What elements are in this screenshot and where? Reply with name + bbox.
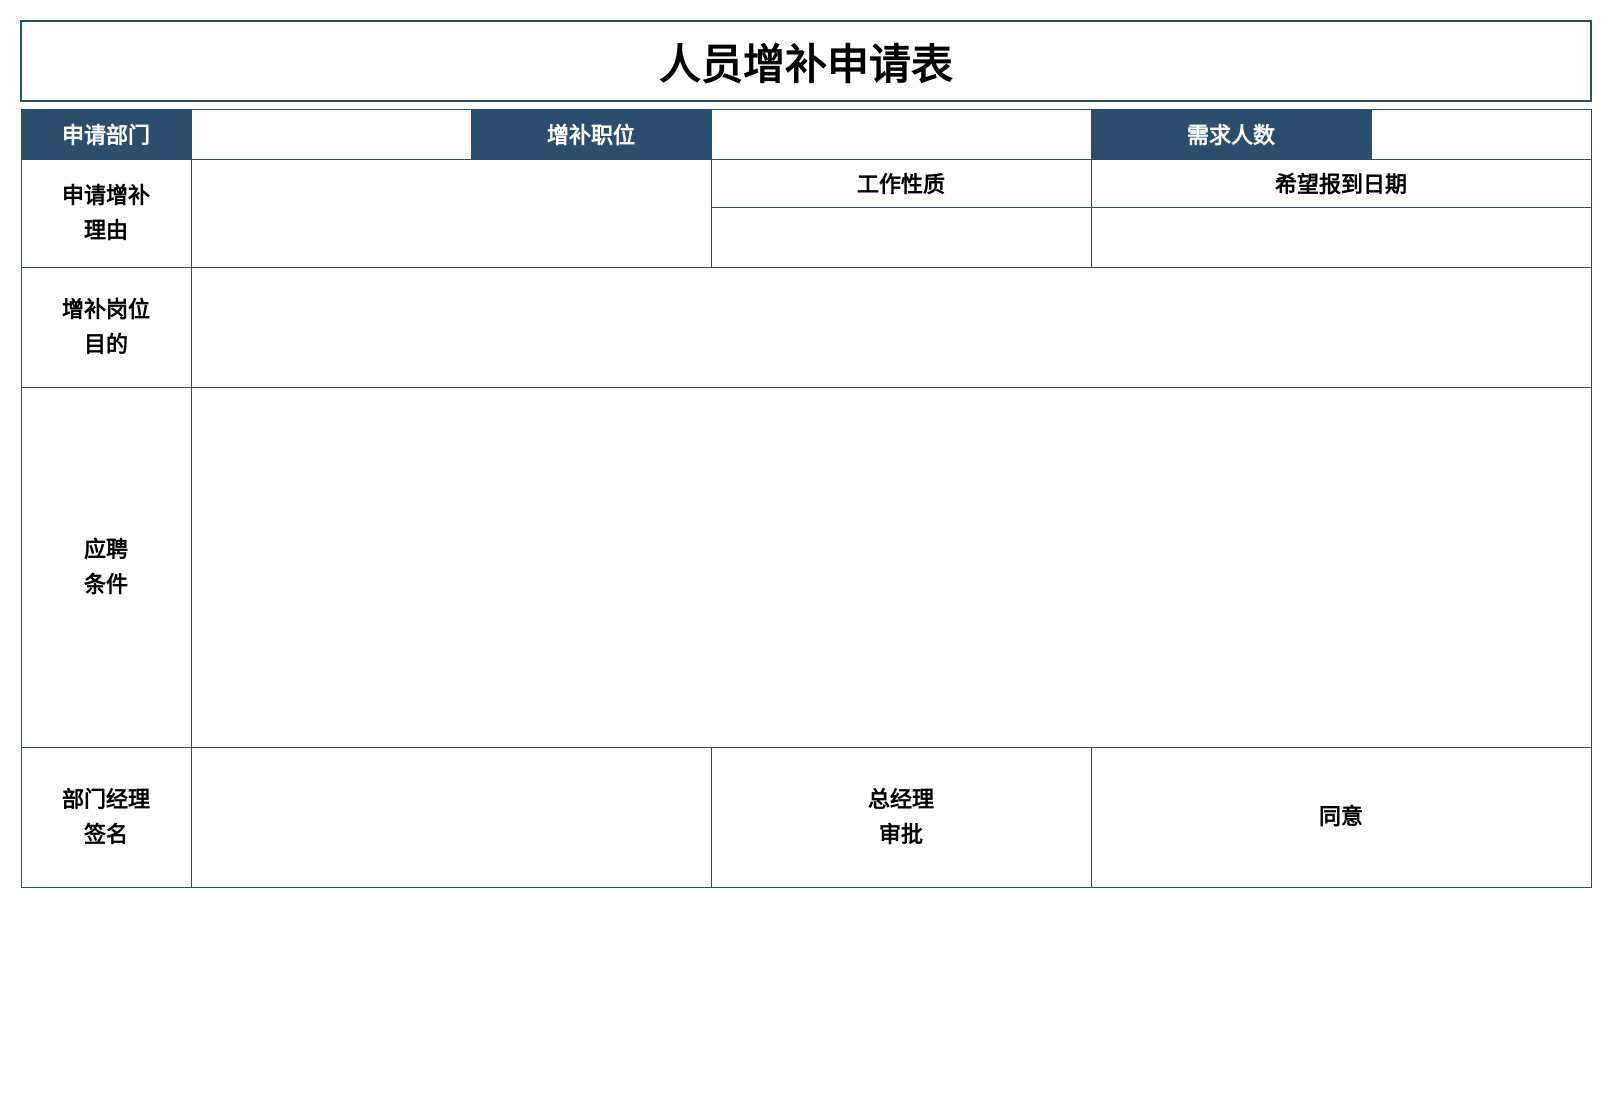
conditions-label-line1: 应聘 (84, 537, 128, 562)
purpose-row: 增补岗位 目的 (21, 267, 1591, 387)
dept-manager-label: 部门经理 签名 (21, 747, 191, 887)
expected-date-label: 希望报到日期 (1091, 159, 1591, 207)
conditions-input[interactable] (191, 387, 1591, 747)
purpose-input[interactable] (191, 267, 1591, 387)
application-form-table: 人员增补申请表 申请部门 增补职位 需求人数 申请增补 理由 工作性质 希望报到… (20, 20, 1592, 888)
dept-manager-label-line2: 签名 (84, 822, 128, 847)
gm-approval-label: 总经理 审批 (711, 747, 1091, 887)
form-title: 人员增补申请表 (21, 21, 1591, 101)
reason-label: 申请增补 理由 (21, 159, 191, 267)
spacer (21, 101, 1591, 109)
gm-label-line1: 总经理 (868, 787, 934, 812)
dept-manager-label-line1: 部门经理 (62, 787, 150, 812)
form-container: 人员增补申请表 申请部门 增补职位 需求人数 申请增补 理由 工作性质 希望报到… (20, 20, 1590, 888)
purpose-label-line1: 增补岗位 (62, 297, 150, 322)
signature-row: 部门经理 签名 总经理 审批 同意 (21, 747, 1591, 887)
headcount-label: 需求人数 (1091, 109, 1371, 159)
reason-label-line1: 申请增补 (62, 183, 150, 208)
department-label: 申请部门 (21, 109, 191, 159)
dept-manager-signature-input[interactable] (191, 747, 711, 887)
gm-label-line2: 审批 (879, 822, 923, 847)
work-nature-input[interactable] (711, 207, 1091, 267)
conditions-label: 应聘 条件 (21, 387, 191, 747)
position-input[interactable] (711, 109, 1091, 159)
reason-row-1: 申请增补 理由 工作性质 希望报到日期 (21, 159, 1591, 207)
purpose-label-line2: 目的 (84, 332, 128, 357)
purpose-label: 增补岗位 目的 (21, 267, 191, 387)
work-nature-label: 工作性质 (711, 159, 1091, 207)
gm-approval-value[interactable]: 同意 (1091, 747, 1591, 887)
headcount-input[interactable] (1371, 109, 1591, 159)
conditions-row: 应聘 条件 (21, 387, 1591, 747)
title-row: 人员增补申请表 (21, 21, 1591, 101)
department-input[interactable] (191, 109, 471, 159)
reason-label-line2: 理由 (84, 218, 128, 243)
expected-date-input[interactable] (1091, 207, 1591, 267)
conditions-label-line2: 条件 (84, 572, 128, 597)
reason-input[interactable] (191, 159, 711, 267)
header-row: 申请部门 增补职位 需求人数 (21, 109, 1591, 159)
position-label: 增补职位 (471, 109, 711, 159)
